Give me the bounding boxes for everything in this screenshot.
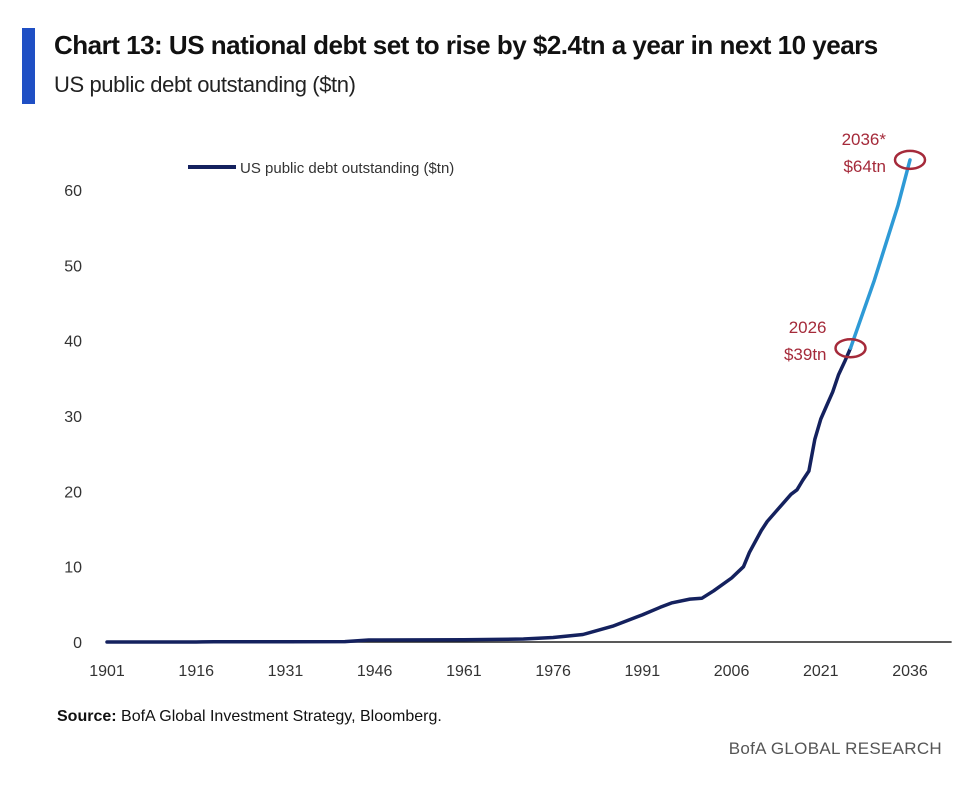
title-accent-bar	[22, 28, 35, 104]
annotation-year: 2026	[789, 318, 827, 337]
y-tick-label: 60	[64, 183, 82, 200]
annotation-year: 2036*	[842, 130, 887, 149]
source-text: BofA Global Investment Strategy, Bloombe…	[116, 708, 442, 725]
y-tick-label: 10	[64, 560, 82, 577]
x-tick-label: 1961	[446, 663, 482, 680]
x-tick-label: 2006	[714, 663, 750, 680]
series-line-projection	[848, 158, 912, 350]
annotation-value: $64tn	[843, 157, 886, 176]
legend-label: US public debt outstanding ($tn)	[240, 160, 454, 177]
x-tick-label: 1991	[625, 663, 661, 680]
y-tick-label: 0	[73, 635, 82, 652]
chart-title: Chart 13: US national debt set to rise b…	[54, 30, 878, 60]
annotation-circle	[893, 149, 927, 171]
x-tick-label: 2036	[892, 663, 928, 680]
annotation-value: $39tn	[784, 345, 827, 364]
brand-label: BofA GLOBAL RESEARCH	[728, 739, 942, 758]
x-tick-label: 1901	[89, 663, 125, 680]
y-tick-label: 20	[64, 484, 82, 501]
y-tick-label: 40	[64, 334, 82, 351]
series-line-historical	[105, 346, 853, 644]
x-tick-label: 1916	[178, 663, 214, 680]
x-tick-label: 2021	[803, 663, 839, 680]
legend: US public debt outstanding ($tn)	[188, 160, 454, 177]
y-tick-label: 30	[64, 409, 82, 426]
x-tick-label: 1931	[268, 663, 304, 680]
x-tick-label: 1976	[535, 663, 571, 680]
annotation-circle	[834, 337, 867, 359]
x-tick-label: 1946	[357, 663, 393, 680]
source-label: Source:	[57, 708, 117, 725]
chart-subtitle: US public debt outstanding ($tn)	[54, 72, 356, 97]
source-note: Source: BofA Global Investment Strategy,…	[57, 708, 442, 726]
y-tick-label: 50	[64, 258, 82, 275]
